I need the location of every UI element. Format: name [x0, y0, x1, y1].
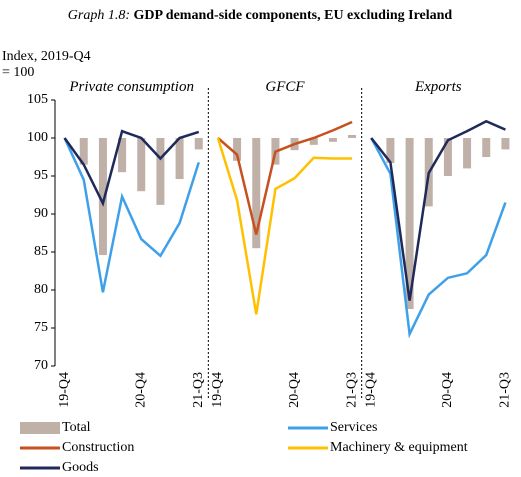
bar [79, 138, 88, 165]
panel-title: GFCF [265, 79, 305, 95]
legend-label: Services [330, 420, 377, 435]
bar [482, 138, 491, 157]
bar [252, 138, 261, 249]
x-tick-label: 19-Q4 [363, 372, 378, 408]
line-series [63, 137, 200, 293]
y-tick-label: 95 [34, 168, 48, 183]
bar [405, 138, 414, 309]
y-tick-label: 70 [34, 358, 48, 373]
panel-title: Exports [414, 79, 462, 95]
y-tick-label: 80 [34, 282, 48, 297]
bar [386, 138, 395, 164]
y-tick-label: 75 [34, 320, 48, 335]
bar [309, 138, 318, 145]
bar [463, 138, 472, 169]
legend-label: Machinery & equipment [330, 440, 468, 455]
y-axis-label: Index, 2019-Q4 = 100 [2, 49, 91, 80]
line-series [370, 137, 507, 339]
line-series [217, 120, 353, 235]
y-tick-label: 105 [27, 92, 48, 107]
legend-label: Goods [62, 460, 99, 475]
legend-label: Construction [62, 440, 134, 455]
legend-swatch [20, 422, 60, 434]
x-tick-label: 19-Q4 [57, 372, 72, 408]
title-prefix: Graph 1.8: [67, 8, 131, 23]
bar [194, 138, 203, 150]
bar [328, 138, 337, 142]
x-tick-label: 20-Q4 [133, 372, 148, 408]
title: Graph 1.8: GDP demand-side components, E… [60, 8, 460, 24]
bar [233, 138, 242, 161]
y-tick-label: 90 [34, 206, 48, 221]
bar [501, 138, 510, 150]
bar [98, 138, 107, 256]
line-series [63, 129, 200, 207]
bar [156, 138, 165, 205]
bar [137, 138, 146, 192]
legend-label: Total [62, 420, 91, 435]
x-tick-label: 20-Q4 [440, 372, 455, 408]
x-tick-label: 19-Q4 [210, 372, 225, 408]
y-tick-label: 85 [34, 244, 48, 259]
bar [175, 138, 184, 180]
y-tick-label: 100 [27, 130, 48, 145]
x-tick-label: 21-Q3 [191, 372, 206, 408]
x-tick-label: 21-Q3 [344, 372, 359, 408]
x-tick-label: 20-Q4 [287, 372, 302, 408]
chart-title: GDP demand-side components, EU excluding… [133, 8, 453, 23]
panel-title: Private consumption [69, 79, 194, 95]
bar [118, 138, 127, 173]
x-tick-label: 21-Q3 [498, 372, 513, 408]
bar [348, 134, 357, 138]
line-series [216, 137, 353, 315]
line-series [370, 119, 506, 301]
bar [443, 138, 452, 176]
